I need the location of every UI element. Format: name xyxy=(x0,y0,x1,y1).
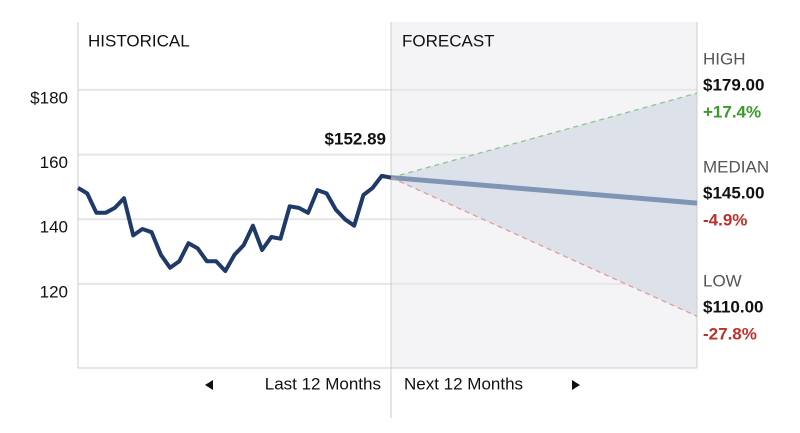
arrow-left xyxy=(205,380,213,390)
forecast-value: $110.00 xyxy=(703,297,764,316)
y-tick-label: 140 xyxy=(40,218,68,237)
forecast-value: $179.00 xyxy=(703,75,764,94)
forecast-value: $145.00 xyxy=(703,183,764,202)
median-line xyxy=(390,175,698,206)
forecast-label: LOW xyxy=(703,271,742,290)
forecast-change: -27.8% xyxy=(703,324,757,343)
range-line xyxy=(390,176,698,317)
y-tick-label: $180 xyxy=(30,88,68,107)
forecast-change: +17.4% xyxy=(703,102,761,121)
section-label: HISTORICAL xyxy=(88,31,190,50)
y-tick-label: 120 xyxy=(40,282,68,301)
forecast-change: -4.9% xyxy=(703,210,747,229)
historical-line xyxy=(76,173,392,273)
x-label: Last 12 Months xyxy=(265,374,381,393)
y-tick-label: 160 xyxy=(40,153,68,172)
forecast-label: MEDIAN xyxy=(703,157,769,176)
section-label: FORECAST xyxy=(402,31,495,50)
range-line xyxy=(390,92,698,179)
forecast-range xyxy=(391,93,697,317)
forecast-label: HIGH xyxy=(703,49,746,68)
x-label: Next 12 Months xyxy=(404,374,523,393)
arrow-right xyxy=(572,380,580,390)
last-price-label: $152.89 xyxy=(325,129,386,148)
